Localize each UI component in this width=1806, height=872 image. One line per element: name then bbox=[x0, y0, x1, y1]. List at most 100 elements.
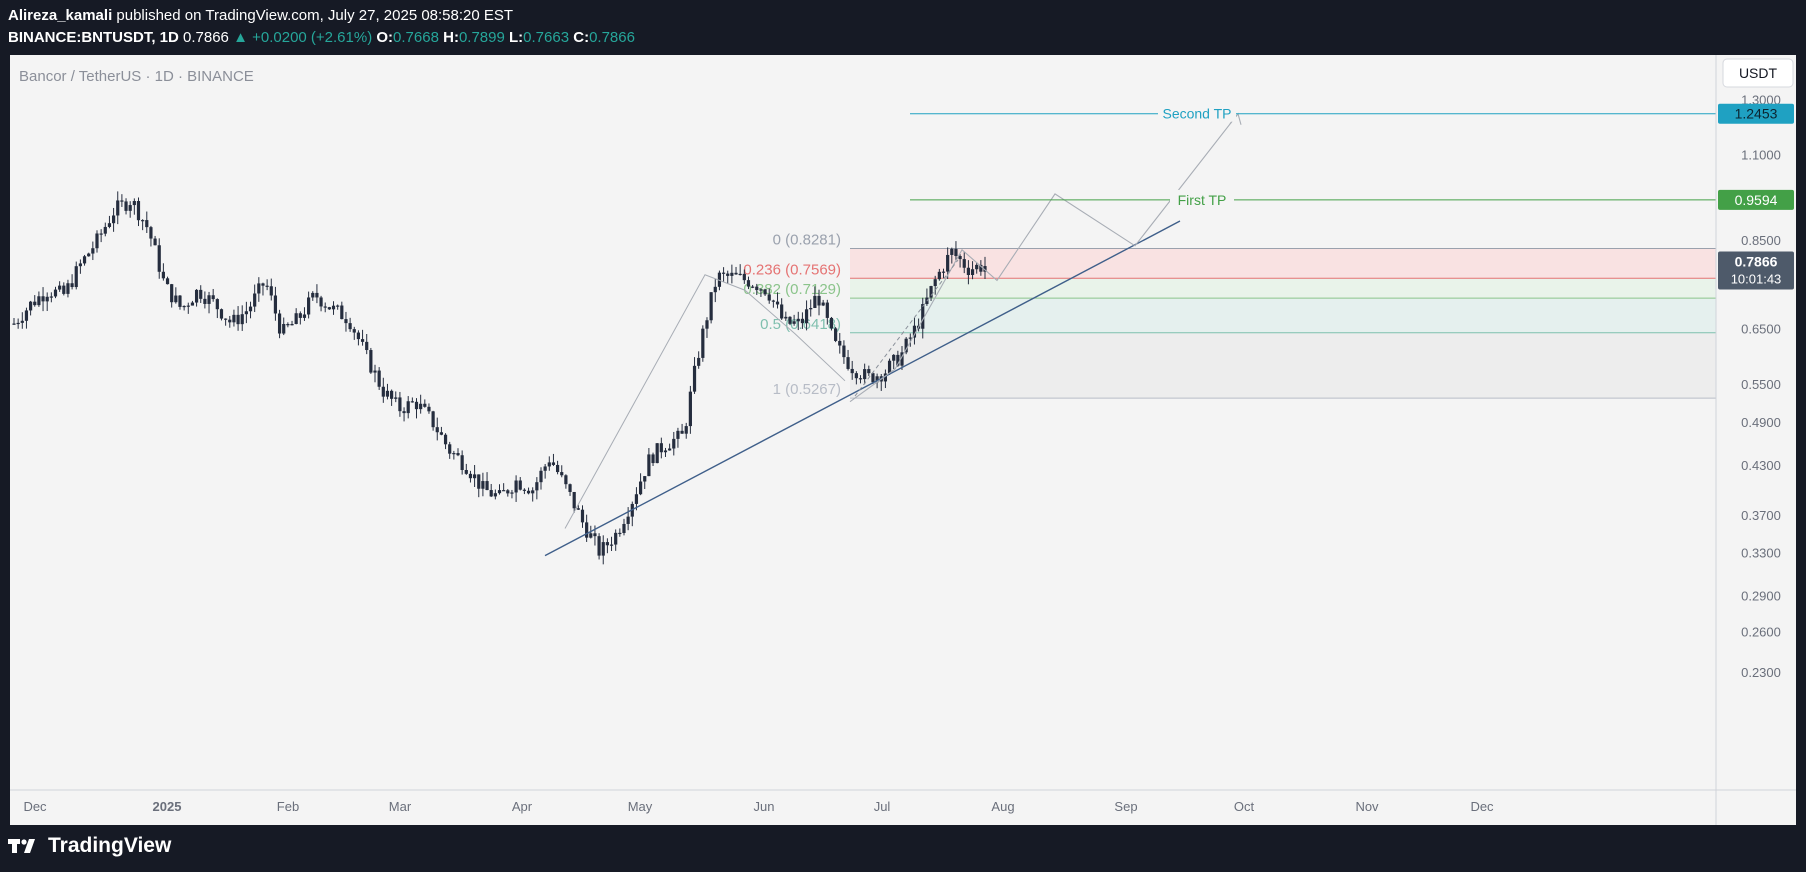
candle-body bbox=[294, 313, 298, 324]
candle-body bbox=[717, 272, 722, 287]
fib-level-label: 0 (0.8281) bbox=[773, 232, 841, 249]
price-tick-label: 0.4300 bbox=[1741, 458, 1781, 473]
candle-body bbox=[721, 272, 726, 274]
candle-body bbox=[514, 480, 518, 493]
candle-body bbox=[771, 300, 775, 302]
candle-body bbox=[518, 480, 522, 490]
author-name[interactable]: Alireza_kamali bbox=[8, 7, 113, 24]
candle-body bbox=[730, 272, 734, 276]
candle-body bbox=[485, 481, 489, 491]
fib-zone bbox=[850, 248, 1716, 279]
projected-path[interactable] bbox=[849, 113, 1239, 403]
candle-body bbox=[468, 473, 473, 479]
candle-body bbox=[414, 401, 419, 410]
last-price-tag[interactable] bbox=[1718, 251, 1794, 290]
candle-body bbox=[867, 369, 871, 374]
symbol-name: BINANCE:BNTUSDT, 1D bbox=[8, 29, 179, 46]
candle-body bbox=[381, 386, 385, 397]
candle-body bbox=[87, 253, 91, 257]
candle-body bbox=[178, 295, 182, 307]
time-axis[interactable]: Dec 2025 Feb Mar Apr May Jun Jul Aug Sep Oct Nov Dec bbox=[23, 799, 1494, 814]
footer-brand[interactable]: TradingView bbox=[8, 834, 171, 858]
candle-body bbox=[228, 319, 232, 323]
candle-body bbox=[41, 296, 45, 302]
high-label: H: bbox=[443, 29, 459, 46]
candle-body bbox=[456, 453, 460, 456]
candle-body bbox=[643, 476, 647, 482]
candle-body bbox=[37, 296, 41, 306]
candle-body bbox=[510, 492, 514, 494]
candle-body bbox=[663, 450, 668, 453]
candle-body bbox=[45, 296, 49, 302]
candle-body bbox=[792, 321, 796, 324]
price-axis[interactable]: 1.30001.10000.85000.65000.55000.49000.43… bbox=[1718, 92, 1794, 680]
candle-body bbox=[854, 373, 858, 379]
candle-body bbox=[734, 272, 738, 275]
candle-body bbox=[850, 368, 854, 374]
candle-body bbox=[132, 201, 136, 206]
fibonacci-retracement[interactable]: 0 (0.8281) 0.236 (0.7569) 0.382 (0.7129) 0.… bbox=[743, 232, 1716, 399]
candle-body bbox=[99, 233, 103, 235]
candle-body bbox=[796, 318, 800, 322]
candle-body bbox=[33, 301, 37, 306]
candle-body bbox=[871, 373, 875, 383]
chart-title: Bancor / TetherUS · 1D · BINANCE bbox=[19, 68, 254, 85]
fib-zone bbox=[850, 278, 1716, 299]
candle-body bbox=[348, 323, 352, 330]
candle-body bbox=[116, 200, 120, 216]
candle-body bbox=[883, 373, 888, 382]
price-tick-label: 0.5500 bbox=[1741, 377, 1781, 392]
candle-body bbox=[153, 238, 157, 246]
candle-body bbox=[589, 533, 593, 538]
candle-body bbox=[912, 325, 917, 338]
candle-body bbox=[506, 490, 510, 494]
candle-body bbox=[651, 454, 655, 464]
drawings[interactable]: Second TP First TP bbox=[544, 103, 1716, 557]
candle-body bbox=[676, 430, 680, 439]
candle-body bbox=[248, 306, 253, 312]
candle-body bbox=[165, 278, 170, 285]
candle-body bbox=[261, 283, 265, 286]
candle-body bbox=[344, 319, 348, 324]
candle-body bbox=[377, 370, 381, 387]
target-label: Second TP bbox=[1162, 106, 1231, 122]
candle-body bbox=[634, 494, 639, 504]
price-tick-label: 0.2300 bbox=[1741, 665, 1781, 680]
candle-body bbox=[829, 317, 834, 329]
candle-body bbox=[966, 267, 971, 276]
candle-body bbox=[892, 354, 896, 361]
candle-body bbox=[207, 295, 211, 304]
price-tick-label: 0.4900 bbox=[1741, 415, 1781, 430]
candle-body bbox=[896, 354, 900, 366]
candle-body bbox=[311, 292, 315, 298]
candle-body bbox=[427, 406, 431, 412]
candle-body bbox=[419, 403, 423, 410]
candle-body bbox=[560, 472, 564, 476]
candle-body bbox=[356, 332, 361, 340]
candle-body bbox=[161, 271, 165, 279]
target-price-tag[interactable] bbox=[1718, 103, 1794, 124]
candle-body bbox=[136, 201, 141, 221]
candle-body bbox=[62, 285, 66, 294]
candle-body bbox=[825, 302, 829, 318]
candle-body bbox=[24, 310, 29, 321]
candle-body bbox=[547, 462, 551, 467]
candle-body bbox=[767, 294, 771, 301]
price-tick-label: 0.2600 bbox=[1741, 624, 1781, 639]
target-price-tag-text: 1.2453 bbox=[1735, 106, 1778, 122]
target-label: First TP bbox=[1178, 192, 1227, 208]
time-tick-label: Jul bbox=[874, 799, 891, 814]
chart-panel[interactable]: 0 (0.8281) 0.236 (0.7569) 0.382 (0.7129) 0.… bbox=[10, 55, 1796, 825]
candle-body bbox=[244, 311, 248, 315]
candle-body bbox=[680, 430, 684, 434]
candle-body bbox=[817, 295, 821, 306]
candle-body bbox=[224, 318, 228, 320]
target-price-tag[interactable] bbox=[1718, 189, 1794, 210]
candle-body bbox=[568, 484, 572, 492]
candle-body bbox=[477, 474, 481, 489]
candle-body bbox=[775, 301, 780, 305]
ascending-trendline[interactable] bbox=[544, 220, 1181, 557]
candle-body bbox=[257, 283, 261, 294]
currency-button[interactable]: USDT bbox=[1722, 58, 1794, 88]
chart-svg[interactable]: 0 (0.8281) 0.236 (0.7569) 0.382 (0.7129) 0.… bbox=[10, 55, 1796, 825]
